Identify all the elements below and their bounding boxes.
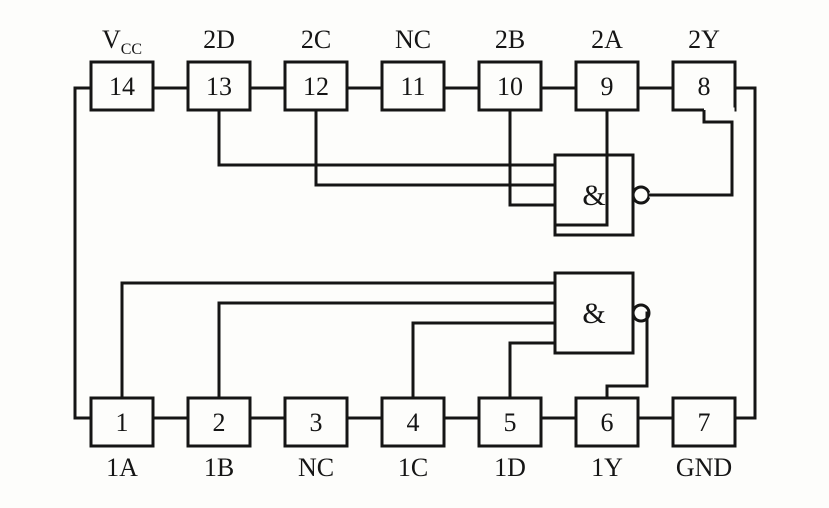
- pin-11-label: NC: [395, 25, 431, 54]
- wire-gate-bottom-output: [607, 313, 649, 398]
- pin-4-number: 4: [407, 408, 420, 437]
- gate_bottom-symbol: &: [582, 297, 605, 330]
- pin-9-label: 2A: [591, 25, 623, 54]
- pin-9-number: 9: [601, 72, 614, 101]
- pin-3-number: 3: [310, 408, 323, 437]
- pin-8-number: 8: [698, 72, 711, 101]
- pin-1-number: 1: [116, 408, 129, 437]
- pin-8-label: 2Y: [688, 25, 720, 54]
- pin-1-label: 1A: [106, 453, 138, 482]
- pin-5-label: 1D: [494, 453, 526, 482]
- pin-12-number: 12: [303, 72, 329, 101]
- pin-6-number: 6: [601, 408, 614, 437]
- wire-pin1-to-gate-bottom: [122, 283, 555, 398]
- ic-body: [75, 88, 755, 418]
- pin-10-label: 2B: [495, 25, 525, 54]
- pin-10-number: 10: [497, 72, 523, 101]
- pin-5-number: 5: [504, 408, 517, 437]
- wire-pin12-to-gate-top: [316, 110, 555, 185]
- pin-11-number: 11: [400, 72, 425, 101]
- gate_top-symbol: &: [582, 179, 605, 212]
- pin-12-label: 2C: [301, 25, 331, 54]
- wire-pin4-to-gate-bottom: [413, 323, 555, 398]
- pin-4-label: 1C: [398, 453, 428, 482]
- wire-pin10-to-gate-top: [510, 110, 555, 205]
- pin-2-label: 1B: [204, 453, 234, 482]
- pin-7-label: GND: [676, 453, 732, 482]
- wire-pin13-to-gate-top: [219, 110, 555, 165]
- pin-7-number: 7: [698, 408, 711, 437]
- pin-13-number: 13: [206, 72, 232, 101]
- ic-pinout-diagram: 14 VCC 13 2D 12 2C 11 NC 10 2B 9 2A 8 2Y 1 1A 2 1B 3 NC 4 1C 5…: [0, 0, 829, 508]
- pin-13-label: 2D: [203, 25, 235, 54]
- pin-3-label: NC: [298, 453, 334, 482]
- pin-14-label: VCC: [102, 25, 142, 58]
- pin-2-number: 2: [213, 408, 226, 437]
- wire-pin2-to-gate-bottom: [219, 303, 555, 398]
- pin-6-label: 1Y: [591, 453, 623, 482]
- gate_top-bubble: [633, 187, 649, 203]
- wire-gate-top-output: [649, 110, 732, 195]
- pin-14-number: 14: [109, 72, 135, 101]
- wire-pin5-to-gate-bottom: [510, 343, 555, 398]
